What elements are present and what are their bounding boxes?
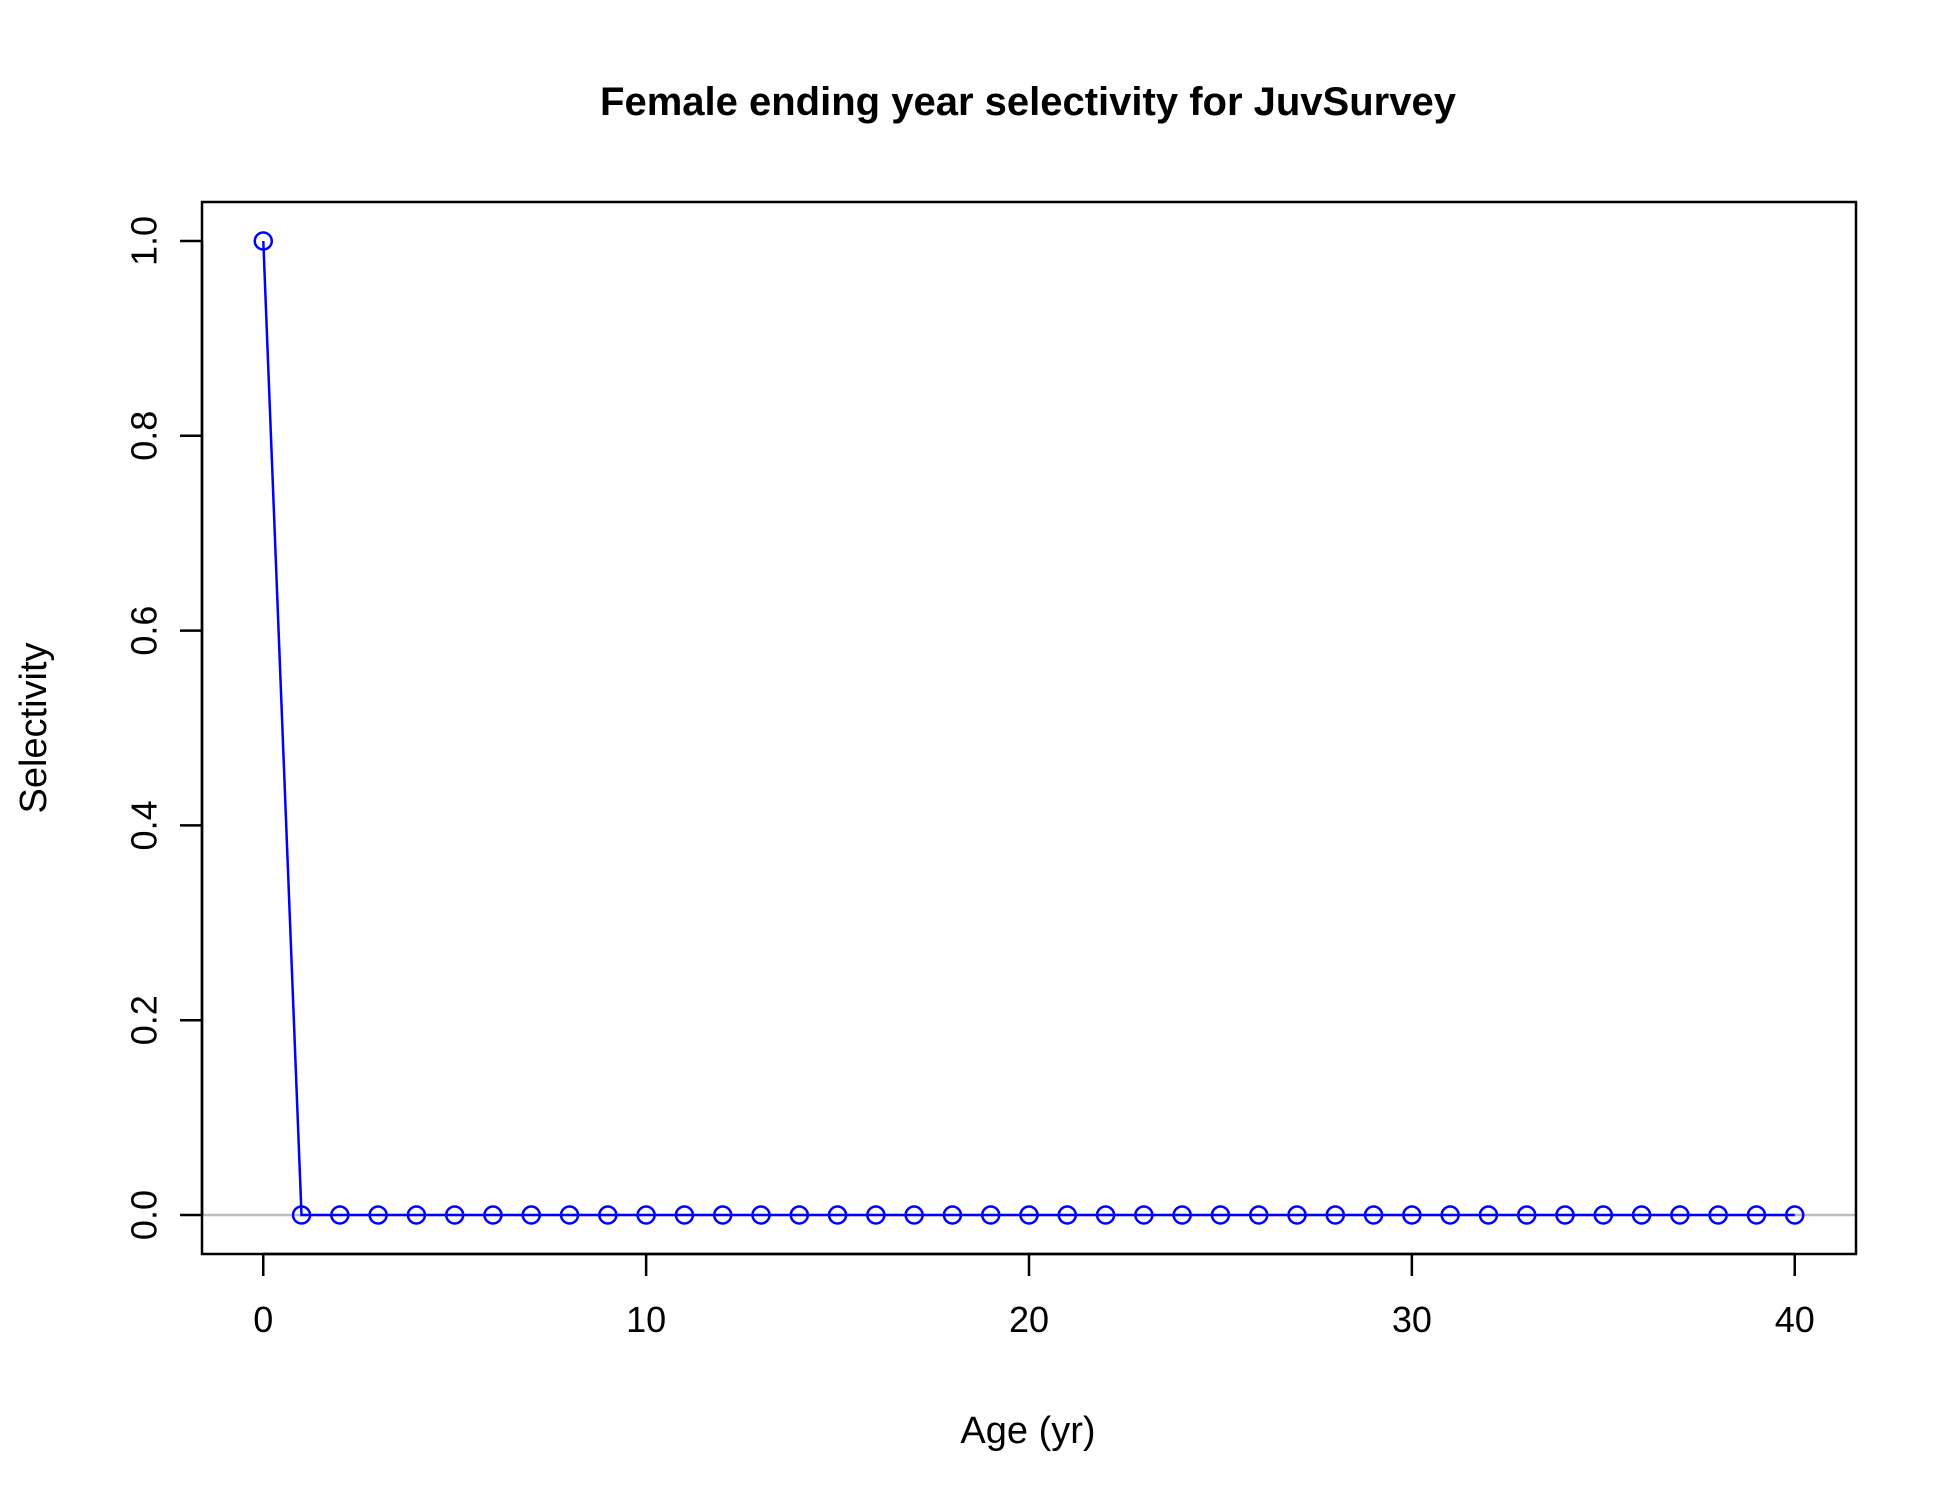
data-point-age-10 <box>636 1205 656 1225</box>
data-point-age-14 <box>789 1205 810 1225</box>
chart-title: Female ending year selectivity for JuvSu… <box>600 80 1457 124</box>
data-point-age-37 <box>1670 1205 1690 1225</box>
data-point-age-31 <box>1440 1205 1460 1225</box>
data-point-age-29 <box>1363 1205 1384 1225</box>
data-point-age-24 <box>1172 1205 1192 1225</box>
plot-frame <box>200 200 1858 1256</box>
x-tick-label: 20 <box>1009 1299 1049 1340</box>
data-point-age-15 <box>827 1205 848 1225</box>
data-point-age-25 <box>1210 1205 1231 1225</box>
data-point-age-8 <box>559 1205 580 1225</box>
data-point-age-9 <box>598 1205 618 1225</box>
data-point-age-13 <box>751 1205 771 1225</box>
data-point-age-7 <box>521 1205 542 1225</box>
data-point-age-4 <box>406 1205 427 1225</box>
data-point-age-27 <box>1287 1205 1307 1225</box>
data-point-age-2 <box>330 1205 350 1225</box>
data-point-age-32 <box>1478 1205 1499 1225</box>
data-point-age-16 <box>866 1205 886 1225</box>
data-point-age-17 <box>904 1205 924 1225</box>
data-point-age-34 <box>1555 1205 1575 1225</box>
data-point-age-36 <box>1631 1205 1652 1225</box>
data-point-age-20 <box>1019 1205 1039 1225</box>
y-tick-label: 1.0 <box>124 216 165 266</box>
data-point-age-12 <box>712 1205 733 1225</box>
y-axis-label: Selectivity <box>13 642 55 813</box>
data-point-age-22 <box>1095 1205 1116 1225</box>
data-point-age-19 <box>980 1205 1001 1225</box>
y-tick-label: 0.6 <box>124 606 165 656</box>
data-points-group <box>253 231 1805 1225</box>
data-point-age-3 <box>368 1205 388 1225</box>
series-line <box>262 240 1795 1217</box>
data-point-age-23 <box>1134 1205 1154 1225</box>
data-point-age-11 <box>674 1205 695 1225</box>
data-point-age-35 <box>1593 1205 1614 1225</box>
data-point-age-5 <box>444 1205 465 1225</box>
data-point-age-30 <box>1402 1205 1422 1225</box>
x-tick-label: 40 <box>1775 1299 1815 1340</box>
data-point-age-38 <box>1708 1205 1728 1225</box>
y-tick-label: 0.2 <box>124 995 165 1045</box>
x-tick-label: 30 <box>1392 1299 1432 1340</box>
x-axis-label: Age (yr) <box>960 1410 1095 1452</box>
x-tick-label: 10 <box>626 1299 666 1340</box>
x-tick-label: 0 <box>253 1299 273 1340</box>
y-tick-label: 0.4 <box>124 800 165 850</box>
y-axis: 0.0 0.2 0.4 0.6 0.8 1.0 <box>124 216 204 1240</box>
series-line-group <box>262 240 1795 1217</box>
data-point-age-21 <box>1057 1205 1078 1225</box>
y-tick-label: 0.0 <box>124 1190 165 1240</box>
data-point-age-26 <box>1248 1205 1269 1225</box>
data-point-age-0 <box>253 231 274 251</box>
data-point-age-28 <box>1325 1205 1346 1225</box>
data-point-age-1 <box>291 1205 312 1225</box>
data-point-age-6 <box>483 1205 503 1225</box>
data-point-age-18 <box>942 1205 963 1225</box>
data-point-age-39 <box>1746 1205 1767 1225</box>
x-axis: 0 10 20 30 40 <box>253 1252 1815 1340</box>
data-point-age-40 <box>1784 1205 1805 1225</box>
data-point-age-33 <box>1516 1205 1537 1225</box>
y-tick-label: 0.8 <box>124 411 165 461</box>
